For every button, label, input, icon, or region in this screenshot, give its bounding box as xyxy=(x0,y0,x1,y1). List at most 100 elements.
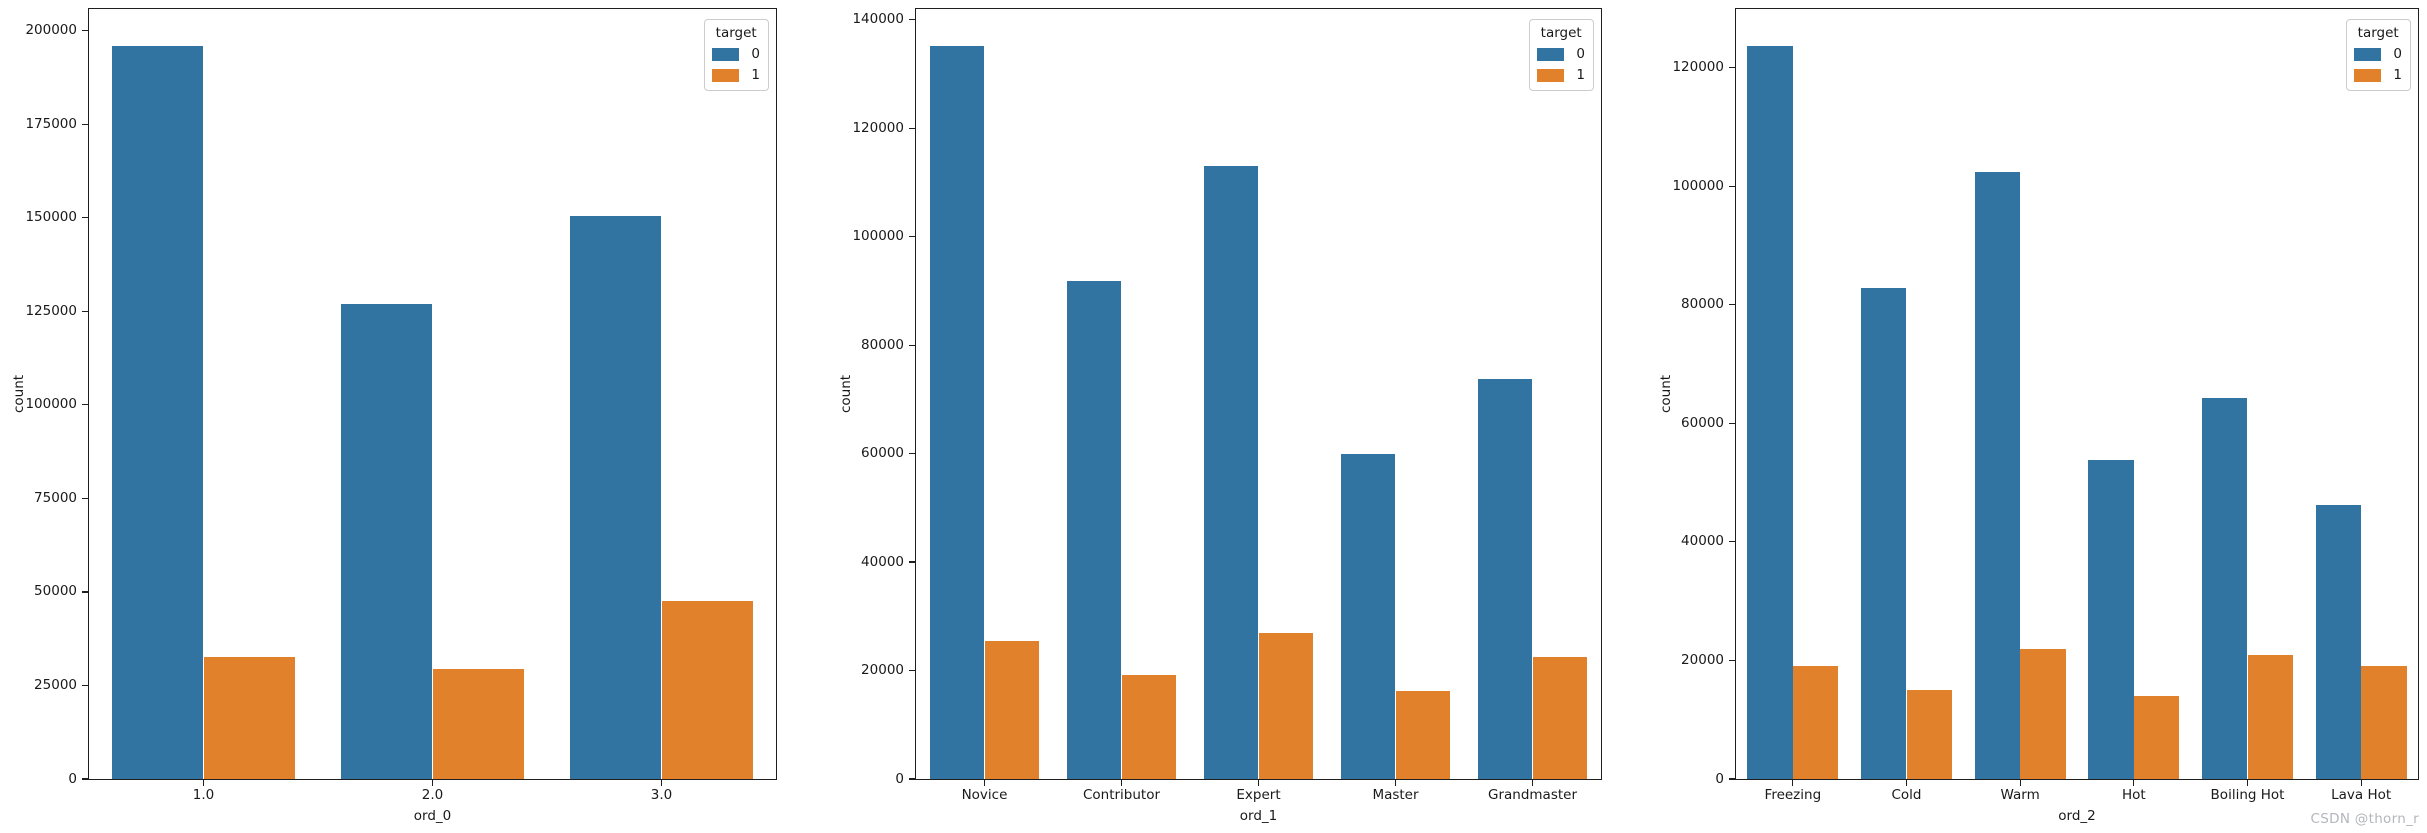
y-tick-mark xyxy=(1728,541,1735,543)
bar-ord_2-Warm-target1 xyxy=(2020,649,2066,779)
x-tick-label: Cold xyxy=(1891,787,1922,803)
subplot-ord-0: 0 25000 50000 75000 100000 125000 150000 175000… xyxy=(11,8,777,824)
x-tick-mark xyxy=(1531,780,1534,787)
bar-ord_2-Warm-target0 xyxy=(1974,172,2021,779)
y-axis-label: count xyxy=(1658,374,1674,414)
bar-ord_2-Freezing-target0 xyxy=(1747,45,1793,779)
legend-item: 0 xyxy=(2354,46,2402,62)
y-tick-label: 80000 xyxy=(1681,296,1724,313)
x-axis-label: ord_0 xyxy=(413,808,452,824)
legend-title: target xyxy=(715,25,757,41)
x-tick-label: Contributor xyxy=(1082,787,1161,803)
y-tick-mark xyxy=(81,30,88,32)
subplot-ord-1: 0 20000 40000 60000 80000 100000 120000 140000 N… xyxy=(838,8,1602,824)
y-tick-mark xyxy=(81,310,88,312)
legend-item-label: 1 xyxy=(1576,67,1585,83)
y-tick-mark xyxy=(81,684,88,687)
bar-ord_2-Lava Hot-target1 xyxy=(2361,666,2407,779)
legend-item: 1 xyxy=(2354,67,2402,83)
y-tick-mark xyxy=(908,236,915,238)
x-tick-label: Master xyxy=(1372,787,1419,803)
bar-ord_2-Hot-target0 xyxy=(2088,460,2134,779)
x-tick-mark xyxy=(2133,780,2135,787)
y-tick-label: 25000 xyxy=(34,676,77,693)
bar-ord_1-Master-target0 xyxy=(1340,453,1396,779)
y-tick-label: 60000 xyxy=(861,445,904,462)
bar-ord_0-3.0-target1 xyxy=(661,601,754,779)
y-tick-mark xyxy=(1728,304,1735,306)
y-axis-label: count xyxy=(11,374,27,414)
y-tick-label: 0 xyxy=(1715,770,1724,787)
x-tick-label: 2.0 xyxy=(421,787,444,803)
y-tick-label: 120000 xyxy=(852,119,904,136)
bar-ord_0-1.0-target1 xyxy=(203,657,296,779)
legend-box: target 0 1 xyxy=(704,19,769,91)
x-tick-label: Freezing xyxy=(1764,787,1822,803)
y-tick-label: 0 xyxy=(895,770,904,787)
y-tick-mark xyxy=(81,497,88,499)
legend-swatch-target-1 xyxy=(1537,68,1565,82)
subplot-ord-2: 0 20000 40000 60000 80000 100000 120000 Freezin… xyxy=(1658,8,2419,824)
x-tick-mark xyxy=(431,780,434,787)
x-tick-mark xyxy=(1905,780,1908,787)
y-tick-label: 20000 xyxy=(1681,651,1724,668)
x-axis-label: ord_1 xyxy=(1239,808,1278,824)
y-tick-mark xyxy=(908,344,915,346)
legend-swatch-target-1 xyxy=(2354,68,2382,82)
x-tick-mark xyxy=(2019,780,2021,787)
y-tick-mark xyxy=(1728,185,1735,187)
legend-box: target 0 1 xyxy=(1529,19,1594,91)
y-axis-label: count xyxy=(838,374,854,414)
bar-ord_0-2.0-target1 xyxy=(432,668,525,779)
bar-ord_2-Boiling Hot-target0 xyxy=(2202,397,2248,779)
y-tick-label: 80000 xyxy=(861,336,904,353)
legend-title: target xyxy=(2357,25,2399,41)
bar-ord_2-Lava Hot-target0 xyxy=(2315,504,2362,779)
bar-ord_1-Expert-target1 xyxy=(1258,633,1314,779)
x-tick-mark xyxy=(2246,780,2249,787)
x-tick-mark xyxy=(1394,780,1397,787)
bar-ord_0-3.0-target0 xyxy=(569,215,662,779)
x-tick-label: Boiling Hot xyxy=(2210,787,2285,803)
y-tick-mark xyxy=(1728,422,1735,424)
legend-item: 1 xyxy=(712,67,760,83)
legend-item: 1 xyxy=(1537,67,1585,83)
x-tick-label: Warm xyxy=(2000,787,2040,803)
y-tick-label: 50000 xyxy=(34,583,77,600)
y-tick-mark xyxy=(908,19,915,21)
y-tick-label: 100000 xyxy=(1672,177,1724,194)
bar-ord_1-Novice-target0 xyxy=(929,45,985,779)
bar-ord_2-Cold-target1 xyxy=(1906,689,1952,779)
bar-ord_1-Contributor-target1 xyxy=(1121,674,1177,779)
y-tick-label: 40000 xyxy=(861,553,904,570)
y-tick-mark xyxy=(908,127,915,129)
x-tick-mark xyxy=(1257,780,1260,787)
y-tick-mark xyxy=(908,453,915,455)
y-tick-mark xyxy=(1728,659,1735,662)
legend-item-label: 0 xyxy=(1576,46,1585,62)
bar-ord_2-Hot-target1 xyxy=(2133,696,2180,779)
y-tick-mark xyxy=(81,778,88,780)
bar-ord_2-Freezing-target1 xyxy=(1792,666,1839,779)
x-tick-label: Expert xyxy=(1236,787,1281,803)
bar-ord_1-Grandmaster-target1 xyxy=(1532,657,1588,779)
y-tick-label: 100000 xyxy=(852,228,904,245)
x-tick-label: 1.0 xyxy=(192,787,215,803)
legend-box: target 0 1 xyxy=(2346,19,2411,91)
x-tick-mark xyxy=(1120,780,1123,787)
legend-item: 0 xyxy=(712,46,760,62)
y-tick-label: 20000 xyxy=(861,662,904,679)
x-tick-mark xyxy=(660,780,663,787)
bar-ord_2-Boiling Hot-target1 xyxy=(2247,655,2293,779)
y-tick-mark xyxy=(81,123,88,125)
y-tick-label: 125000 xyxy=(25,302,77,319)
y-tick-mark xyxy=(908,778,915,780)
legend-item-label: 1 xyxy=(2393,67,2402,83)
bar-ord_2-Cold-target0 xyxy=(1861,287,1907,779)
watermark-text: CSDN @thorn_r xyxy=(2310,811,2419,827)
y-tick-label: 140000 xyxy=(852,11,904,28)
legend-swatch-target-0 xyxy=(2354,47,2382,61)
bar-ord_1-Novice-target1 xyxy=(984,641,1040,779)
y-tick-mark xyxy=(908,669,915,672)
